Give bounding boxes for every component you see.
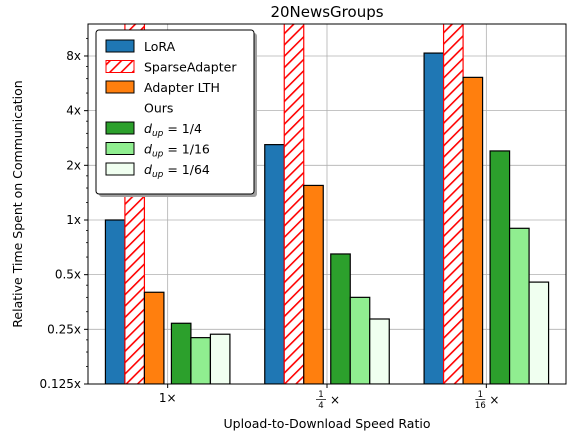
x-tick-label: 116 × xyxy=(475,390,499,411)
bar xyxy=(462,76,484,384)
x-axis-label: Upload-to-Download Speed Ratio xyxy=(224,416,431,431)
y-axis-label: Relative Time Spent on Communication xyxy=(10,80,25,327)
y-axis: 0.125x 0.25x 0.5x 1x 2x 4x 8x xyxy=(40,37,88,391)
bar xyxy=(264,144,285,384)
y-tick-label: 8x xyxy=(66,49,81,63)
legend-swatch xyxy=(105,80,135,94)
bar xyxy=(170,322,192,384)
legend-swatch xyxy=(105,162,135,176)
x-axis: 1× 14 × 116 × xyxy=(159,384,499,411)
legend: LoRA SparseAdapter Adapter LTH Ours dup = 1/… xyxy=(95,29,257,197)
legend-label: dup = 1/64 xyxy=(144,162,210,180)
bar xyxy=(104,219,126,384)
x-tick-label: 1× xyxy=(159,391,177,405)
y-tick-label: 0.25x xyxy=(47,322,81,336)
legend-label: dup = 1/4 xyxy=(144,121,202,139)
bar xyxy=(143,291,165,384)
svg-text:×: × xyxy=(489,393,499,407)
bar xyxy=(349,296,371,384)
svg-text:×: × xyxy=(330,393,340,407)
legend-swatch xyxy=(105,39,135,53)
svg-text:1: 1 xyxy=(318,390,323,400)
bar xyxy=(369,318,390,384)
legend-label: Adapter LTH xyxy=(144,80,220,95)
legend-swatch xyxy=(105,60,135,73)
bar xyxy=(508,227,530,384)
y-tick-label: 2x xyxy=(66,158,81,172)
legend-swatch xyxy=(105,142,135,155)
y-tick-label: 1x xyxy=(66,213,81,227)
bar xyxy=(423,52,445,384)
bar xyxy=(330,253,351,384)
legend-swatch xyxy=(105,121,135,135)
bar xyxy=(209,333,231,384)
bar xyxy=(303,184,324,384)
y-tick-label: 0.125x xyxy=(40,377,81,391)
legend-label: LoRA xyxy=(144,39,176,54)
legend-box xyxy=(95,29,255,195)
legend-label: dup = 1/16 xyxy=(144,142,210,160)
y-tick-label: 4x xyxy=(66,104,81,118)
y-tick-label: 0.5x xyxy=(55,268,81,282)
chart-title: 20NewsGroups xyxy=(270,3,383,21)
bar xyxy=(489,150,511,384)
legend-group-header: Ours xyxy=(144,101,173,116)
bar xyxy=(283,24,305,384)
legend-label: SparseAdapter xyxy=(144,60,237,75)
svg-text:1: 1 xyxy=(478,390,483,400)
svg-text:1×: 1× xyxy=(159,391,177,405)
x-tick-label: 14 × xyxy=(316,390,340,411)
bar xyxy=(528,281,550,384)
bar xyxy=(442,24,464,384)
bar xyxy=(190,337,212,384)
svg-text:4: 4 xyxy=(318,401,323,411)
svg-text:16: 16 xyxy=(475,401,486,411)
